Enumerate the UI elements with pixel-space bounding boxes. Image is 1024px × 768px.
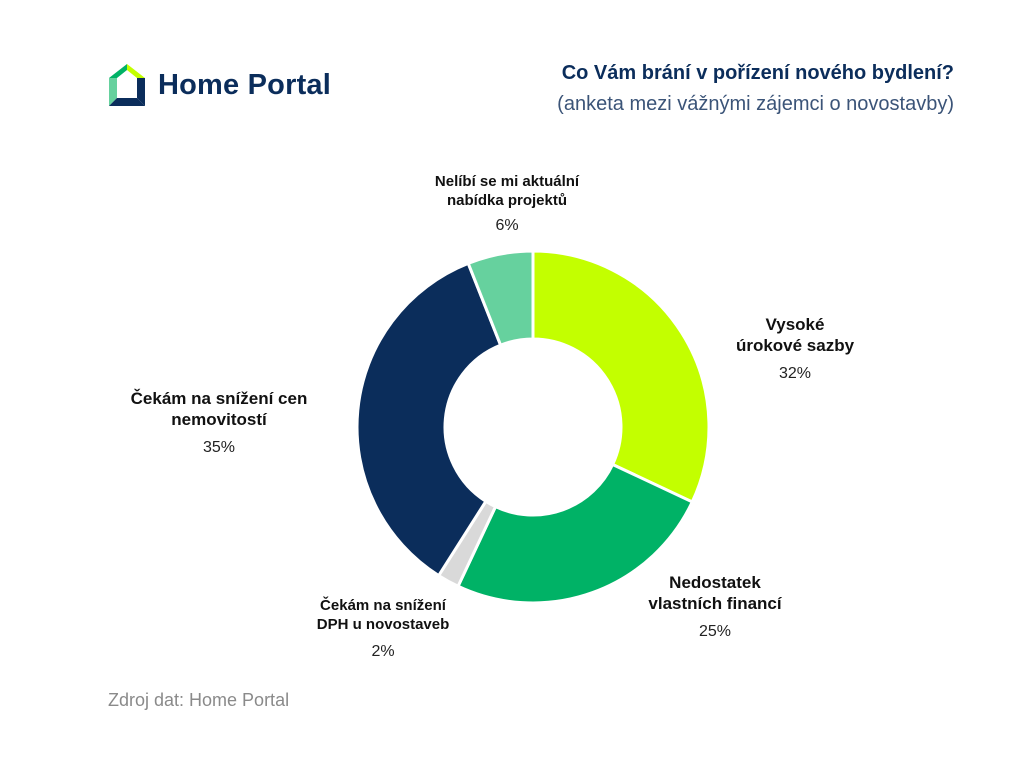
chart-title-block: Co Vám brání v pořízení nového bydlení? … [557, 62, 954, 116]
slice-label-2-line-2: vlastních financí [648, 594, 782, 613]
slice-value-4: 35% [203, 439, 235, 456]
slice-label-2-line-1: Nedostatek [669, 573, 761, 592]
slice-label-3-line-1: Čekám na snížení [320, 596, 447, 614]
slice-value-2: 25% [699, 623, 731, 640]
slice-label-4-line-1: Čekám na snížení cen [131, 389, 308, 408]
chart-subtitle: (anketa mezi vážnými zájemci o novostavb… [557, 93, 954, 115]
data-source: Zdroj dat: Home Portal [108, 690, 290, 710]
brand-name: Home Portal [158, 68, 332, 101]
chart-title: Co Vám brání v pořízení nového bydlení? [561, 62, 954, 84]
slice-value-5: 6% [495, 217, 518, 234]
slice-value-1: 32% [779, 365, 811, 382]
donut-slice-1 [531, 249, 711, 504]
donut-slice-5 [466, 249, 535, 348]
slice-label-5-line-2: nabídka projektů [447, 192, 567, 209]
slice-label-1-line-2: úrokové sazby [736, 336, 855, 355]
slice-value-3: 2% [371, 643, 394, 660]
brand-logo: Home Portal [108, 62, 331, 108]
donut-slice-2 [456, 462, 695, 605]
donut-slice-4 [355, 261, 503, 578]
slice-label-5-line-1: Nelíbí se mi aktuální [435, 173, 580, 190]
slice-label-4-line-2: nemovitostí [171, 410, 268, 429]
slice-label-1-line-1: Vysoké [766, 315, 825, 334]
house-logo-icon [109, 64, 145, 106]
slice-label-3-line-2: DPH u novostaveb [317, 616, 450, 633]
